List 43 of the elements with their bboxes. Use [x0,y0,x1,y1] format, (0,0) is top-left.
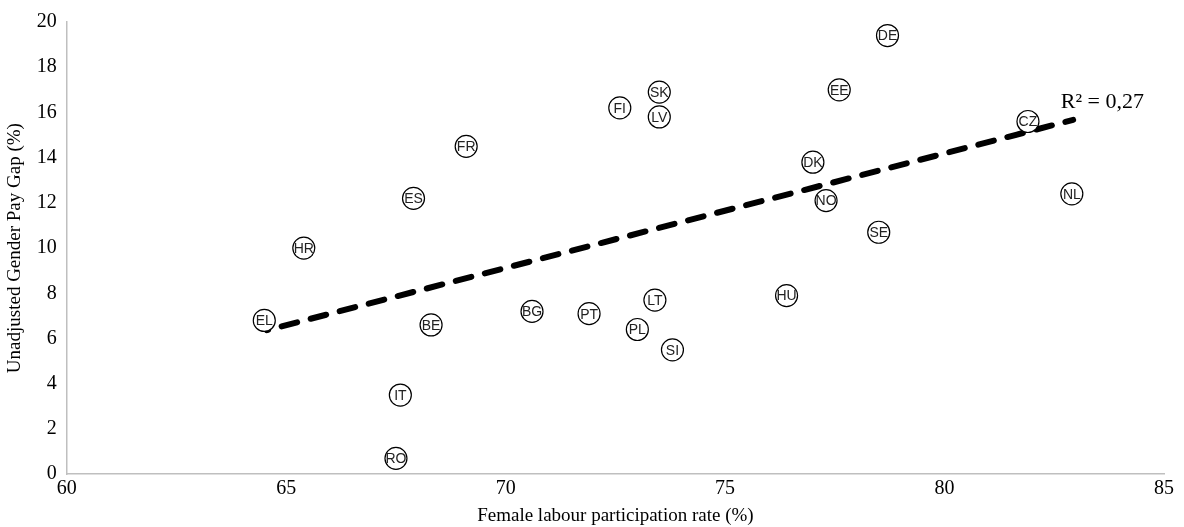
data-label: HR [293,239,314,256]
data-label: EE [829,81,849,98]
data-label: DK [803,154,824,171]
x-axis-title: Female labour participation rate (%) [477,503,754,526]
y-tick-label: 6 [46,325,57,348]
data-label: IT [394,386,408,403]
x-tick-label: 80 [934,476,955,499]
data-label: FR [456,138,476,155]
annotation: R² = 0,27 [1060,87,1145,113]
data-label: PT [580,305,599,322]
x-tick-label: 75 [715,476,736,499]
data-label: BG [521,303,543,320]
y-tick-label: 4 [46,371,57,394]
data-label: SK [649,83,670,100]
data-label: LV [651,108,668,125]
data-label: FI [613,99,627,116]
data-label: NL [1062,185,1081,202]
data-label: BE [421,316,441,333]
y-tick-label: 18 [36,54,57,77]
data-label: SE [869,224,889,241]
data-label: ES [404,190,423,207]
data-label: EL [255,312,274,329]
y-tick-label: 8 [46,280,57,303]
data-label: RO [385,450,407,467]
y-tick-label: 12 [36,190,57,213]
data-label: CZ [1018,113,1038,130]
x-tick-label: 60 [56,476,77,499]
data-label: NO [815,192,837,209]
x-tick-label: 70 [495,476,516,499]
y-tick-label: 16 [36,99,57,122]
y-axis-title: Unadjusted Gender Pay Gap (%) [3,123,26,374]
data-label: HU [776,287,797,304]
y-tick-label: 14 [36,144,57,167]
data-label: PL [628,321,647,338]
y-tick-label: 0 [46,461,57,484]
data-label: SI [665,341,680,358]
x-tick-label: 85 [1154,476,1174,499]
y-tick-label: 2 [46,416,57,439]
y-tick-label: 20 [36,9,57,32]
data-label: DE [877,27,898,44]
y-tick-label: 10 [36,235,57,258]
x-tick-label: 65 [276,476,297,499]
data-label: LT [647,291,663,308]
